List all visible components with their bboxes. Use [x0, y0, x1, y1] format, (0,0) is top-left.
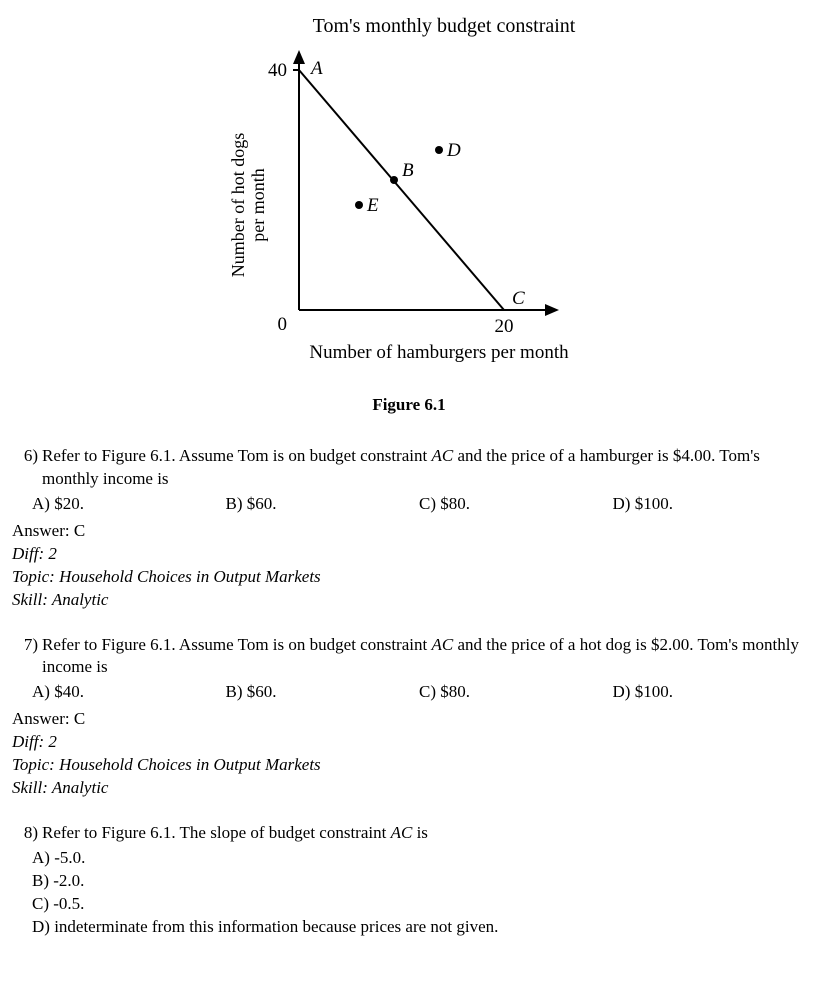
- q8-options: A) -5.0. B) -2.0. C) -0.5. D) indetermin…: [12, 847, 806, 939]
- q6-opt-c: C) $80.: [419, 493, 613, 516]
- budget-constraint-chart: Tom's monthly budget constraint 40 A B D E C 0 2…: [194, 10, 624, 380]
- q8-opt-c: C) -0.5.: [32, 893, 806, 916]
- q8-stem-part2: is: [412, 823, 428, 842]
- svg-text:B: B: [402, 160, 414, 181]
- q6-number: 6): [12, 445, 42, 491]
- q8-number: 8): [12, 822, 42, 845]
- q7-diff: Diff: 2: [12, 731, 806, 754]
- svg-text:A: A: [309, 58, 323, 79]
- svg-text:Number of hot dogs: Number of hot dogs: [228, 133, 248, 277]
- svg-text:per month: per month: [248, 168, 268, 242]
- q6-opt-a: A) $20.: [32, 493, 226, 516]
- q6-meta: Diff: 2 Topic: Household Choices in Outp…: [12, 543, 806, 612]
- figure-caption: Figure 6.1: [12, 394, 806, 417]
- q6-stem-part1: Refer to Figure 6.1. Assume Tom is on bu…: [42, 446, 431, 465]
- question-7: 7) Refer to Figure 6.1. Assume Tom is on…: [12, 634, 806, 801]
- q7-stem: Refer to Figure 6.1. Assume Tom is on bu…: [42, 634, 806, 680]
- q8-stem: Refer to Figure 6.1. The slope of budget…: [42, 822, 806, 845]
- q6-skill: Skill: Analytic: [12, 589, 806, 612]
- q8-stem-part1: Refer to Figure 6.1. The slope of budget…: [42, 823, 391, 842]
- q7-opt-b: B) $60.: [226, 681, 420, 704]
- q7-opt-c: C) $80.: [419, 681, 613, 704]
- q7-topic: Topic: Household Choices in Output Marke…: [12, 754, 806, 777]
- q7-skill: Skill: Analytic: [12, 777, 806, 800]
- q7-ac: AC: [431, 635, 453, 654]
- q7-opt-a: A) $40.: [32, 681, 226, 704]
- q7-opt-d: D) $100.: [613, 681, 807, 704]
- q7-options: A) $40. B) $60. C) $80. D) $100.: [12, 681, 806, 704]
- q6-ac: AC: [431, 446, 453, 465]
- question-8: 8) Refer to Figure 6.1. The slope of bud…: [12, 822, 806, 939]
- q7-number: 7): [12, 634, 42, 680]
- svg-text:20: 20: [495, 316, 514, 337]
- q7-meta: Diff: 2 Topic: Household Choices in Outp…: [12, 731, 806, 800]
- svg-text:Tom's monthly budget constrain: Tom's monthly budget constraint: [313, 15, 576, 37]
- svg-text:Number of hamburgers per month: Number of hamburgers per month: [309, 342, 569, 363]
- svg-text:E: E: [366, 195, 379, 216]
- figure-6-1: Tom's monthly budget constraint 40 A B D E C 0 2…: [12, 10, 806, 380]
- q6-diff: Diff: 2: [12, 543, 806, 566]
- q6-opt-d: D) $100.: [613, 493, 807, 516]
- q6-stem: Refer to Figure 6.1. Assume Tom is on bu…: [42, 445, 806, 491]
- q6-answer: Answer: C: [12, 520, 806, 543]
- svg-text:0: 0: [278, 314, 288, 335]
- svg-text:D: D: [446, 140, 461, 161]
- q7-stem-part1: Refer to Figure 6.1. Assume Tom is on bu…: [42, 635, 431, 654]
- q8-opt-b: B) -2.0.: [32, 870, 806, 893]
- q6-topic: Topic: Household Choices in Output Marke…: [12, 566, 806, 589]
- question-6: 6) Refer to Figure 6.1. Assume Tom is on…: [12, 445, 806, 612]
- svg-text:40: 40: [268, 60, 287, 81]
- q8-opt-d: D) indeterminate from this information b…: [32, 916, 806, 939]
- svg-text:C: C: [512, 288, 525, 309]
- q6-options: A) $20. B) $60. C) $80. D) $100.: [12, 493, 806, 516]
- q7-answer: Answer: C: [12, 708, 806, 731]
- q8-opt-a: A) -5.0.: [32, 847, 806, 870]
- q6-opt-b: B) $60.: [226, 493, 420, 516]
- q8-ac: AC: [391, 823, 413, 842]
